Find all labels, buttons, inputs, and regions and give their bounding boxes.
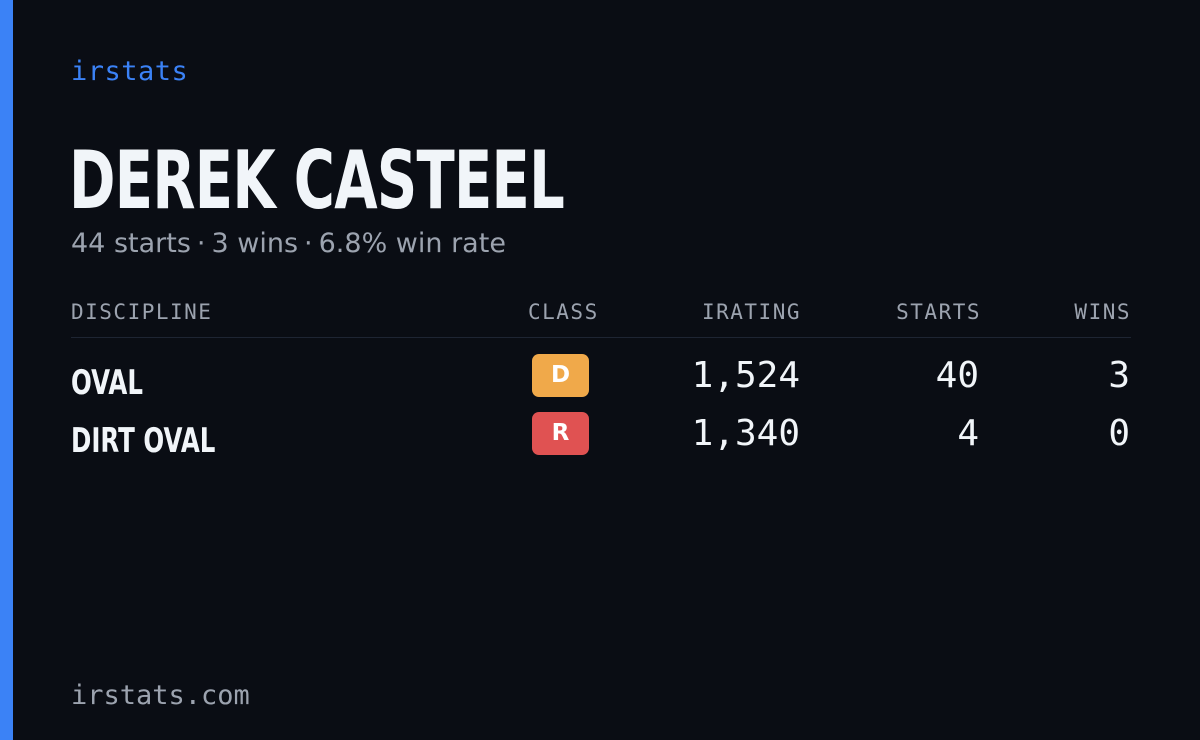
license-class-badge: D: [532, 354, 589, 397]
header-wins: WINS: [1074, 300, 1131, 324]
driver-name: DEREK CASTEEL: [69, 134, 565, 227]
header-class: CLASS: [528, 300, 599, 324]
summary-starts: 44 starts: [71, 228, 191, 259]
header-discipline: DISCIPLINE: [71, 300, 213, 324]
table-row: OVAL D 1,524 40 3: [71, 353, 1131, 411]
accent-bar: [0, 0, 13, 740]
header-starts: STARTS: [896, 300, 981, 324]
row-discipline: OVAL: [71, 363, 143, 403]
row-starts: 40: [935, 355, 979, 396]
row-wins: 3: [1108, 355, 1130, 396]
driver-summary: 44 starts · 3 wins · 6.8% win rate: [71, 228, 506, 259]
discipline-table: DISCIPLINE CLASS IRATING STARTS WINS OVA…: [71, 300, 1131, 469]
summary-separator: ·: [196, 228, 206, 259]
row-irating: 1,524: [691, 355, 800, 396]
footer-url: irstats.com: [71, 680, 250, 711]
table-header: DISCIPLINE CLASS IRATING STARTS WINS: [71, 300, 1131, 338]
row-discipline: DIRT OVAL: [71, 421, 216, 461]
license-class-badge: R: [532, 412, 589, 455]
header-irating: IRATING: [701, 300, 801, 324]
summary-wins: 3 wins: [211, 228, 299, 259]
brand-logo-text: irstats: [71, 56, 189, 87]
summary-separator: ·: [304, 228, 313, 259]
row-irating: 1,340: [691, 413, 800, 454]
table-row: DIRT OVAL R 1,340 4 0: [71, 411, 1131, 469]
row-wins: 0: [1108, 413, 1130, 454]
summary-win-rate: 6.8% win rate: [318, 228, 506, 259]
row-starts: 4: [957, 413, 979, 454]
